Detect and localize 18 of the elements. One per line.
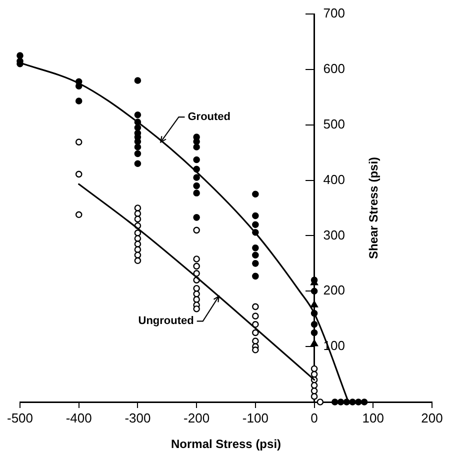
y-tick-label: 400 — [323, 172, 345, 187]
x-tick-label: -200 — [184, 410, 210, 426]
x-tick-label: 0 — [310, 410, 318, 426]
x-tick-label: 100 — [362, 410, 384, 426]
x-tick-label: 200 — [421, 410, 443, 426]
x-axis-title: Normal Stress (psi) — [170, 437, 282, 452]
text: Grouted — [188, 111, 231, 124]
y-tick-label: 200 — [323, 282, 345, 298]
y-tick-label: 700 — [323, 6, 345, 21]
x-tick-label: -300 — [124, 410, 151, 426]
y-tick-label: 600 — [323, 61, 345, 76]
x-tick-label: -400 — [66, 410, 92, 426]
y-tick-label: 300 — [323, 227, 345, 242]
x-tick-label: -100 — [242, 410, 268, 426]
y-axis-title: Shear Stress (psi) — [366, 156, 381, 260]
x-tick-label: -500 — [6, 410, 34, 426]
text: Ungrouted — [138, 315, 194, 328]
y-tick-label: 500 — [323, 116, 345, 132]
